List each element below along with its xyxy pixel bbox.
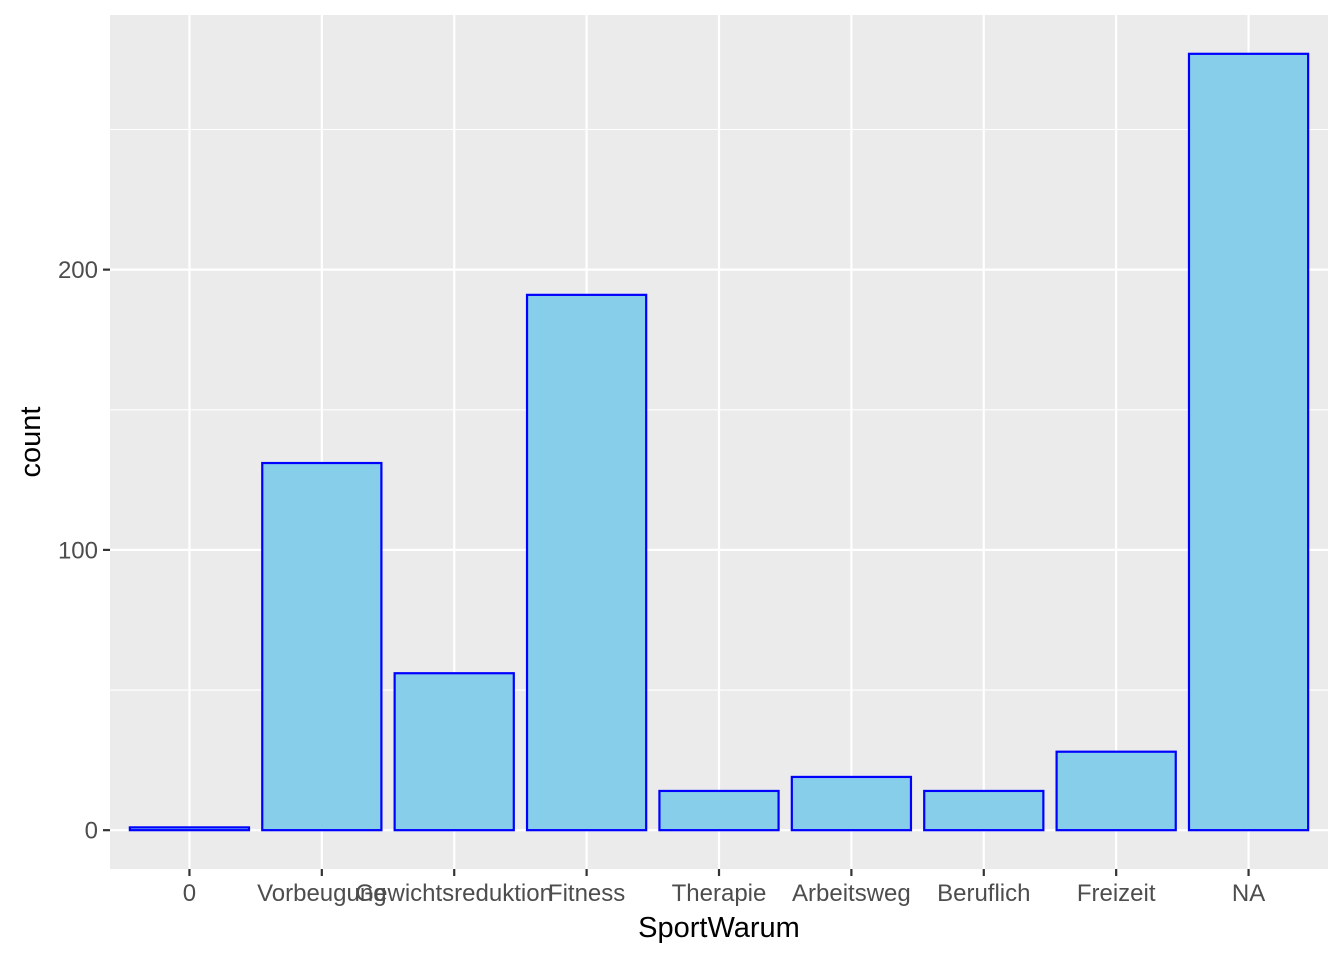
bar-therapie <box>658 789 780 832</box>
bar-gewichtsreduktion <box>393 672 515 832</box>
x-tick-label: Gewichtsreduktion <box>355 880 552 907</box>
x-tick-label: Freizeit <box>1077 880 1156 907</box>
bar-na <box>1187 52 1310 832</box>
bar-arbeitsweg <box>790 775 913 832</box>
x-tick-label: Therapie <box>672 880 767 907</box>
bar-freizeit <box>1055 750 1177 832</box>
bar-fitness <box>525 293 648 832</box>
bars <box>128 52 1310 832</box>
x-tick-label: Fitness <box>548 880 625 907</box>
x-tick-label: Arbeitsweg <box>792 880 911 907</box>
x-tick-label: Beruflich <box>937 880 1030 907</box>
y-tick-label: 0 <box>85 818 98 845</box>
bar-0 <box>128 826 251 832</box>
y-tick-label: 100 <box>58 537 98 564</box>
x-tick-label: 0 <box>183 880 196 907</box>
x-tick-label: NA <box>1232 880 1265 907</box>
bar-vorbeugung <box>261 461 383 832</box>
x-tick-label: Vorbeugung <box>257 880 386 907</box>
x-axis-title: SportWarum <box>638 912 800 944</box>
bar-beruflich <box>923 789 1045 832</box>
y-axis: 0 100 200 <box>58 257 110 845</box>
y-axis-title: count <box>15 407 47 478</box>
y-tick-label: 200 <box>58 257 98 284</box>
